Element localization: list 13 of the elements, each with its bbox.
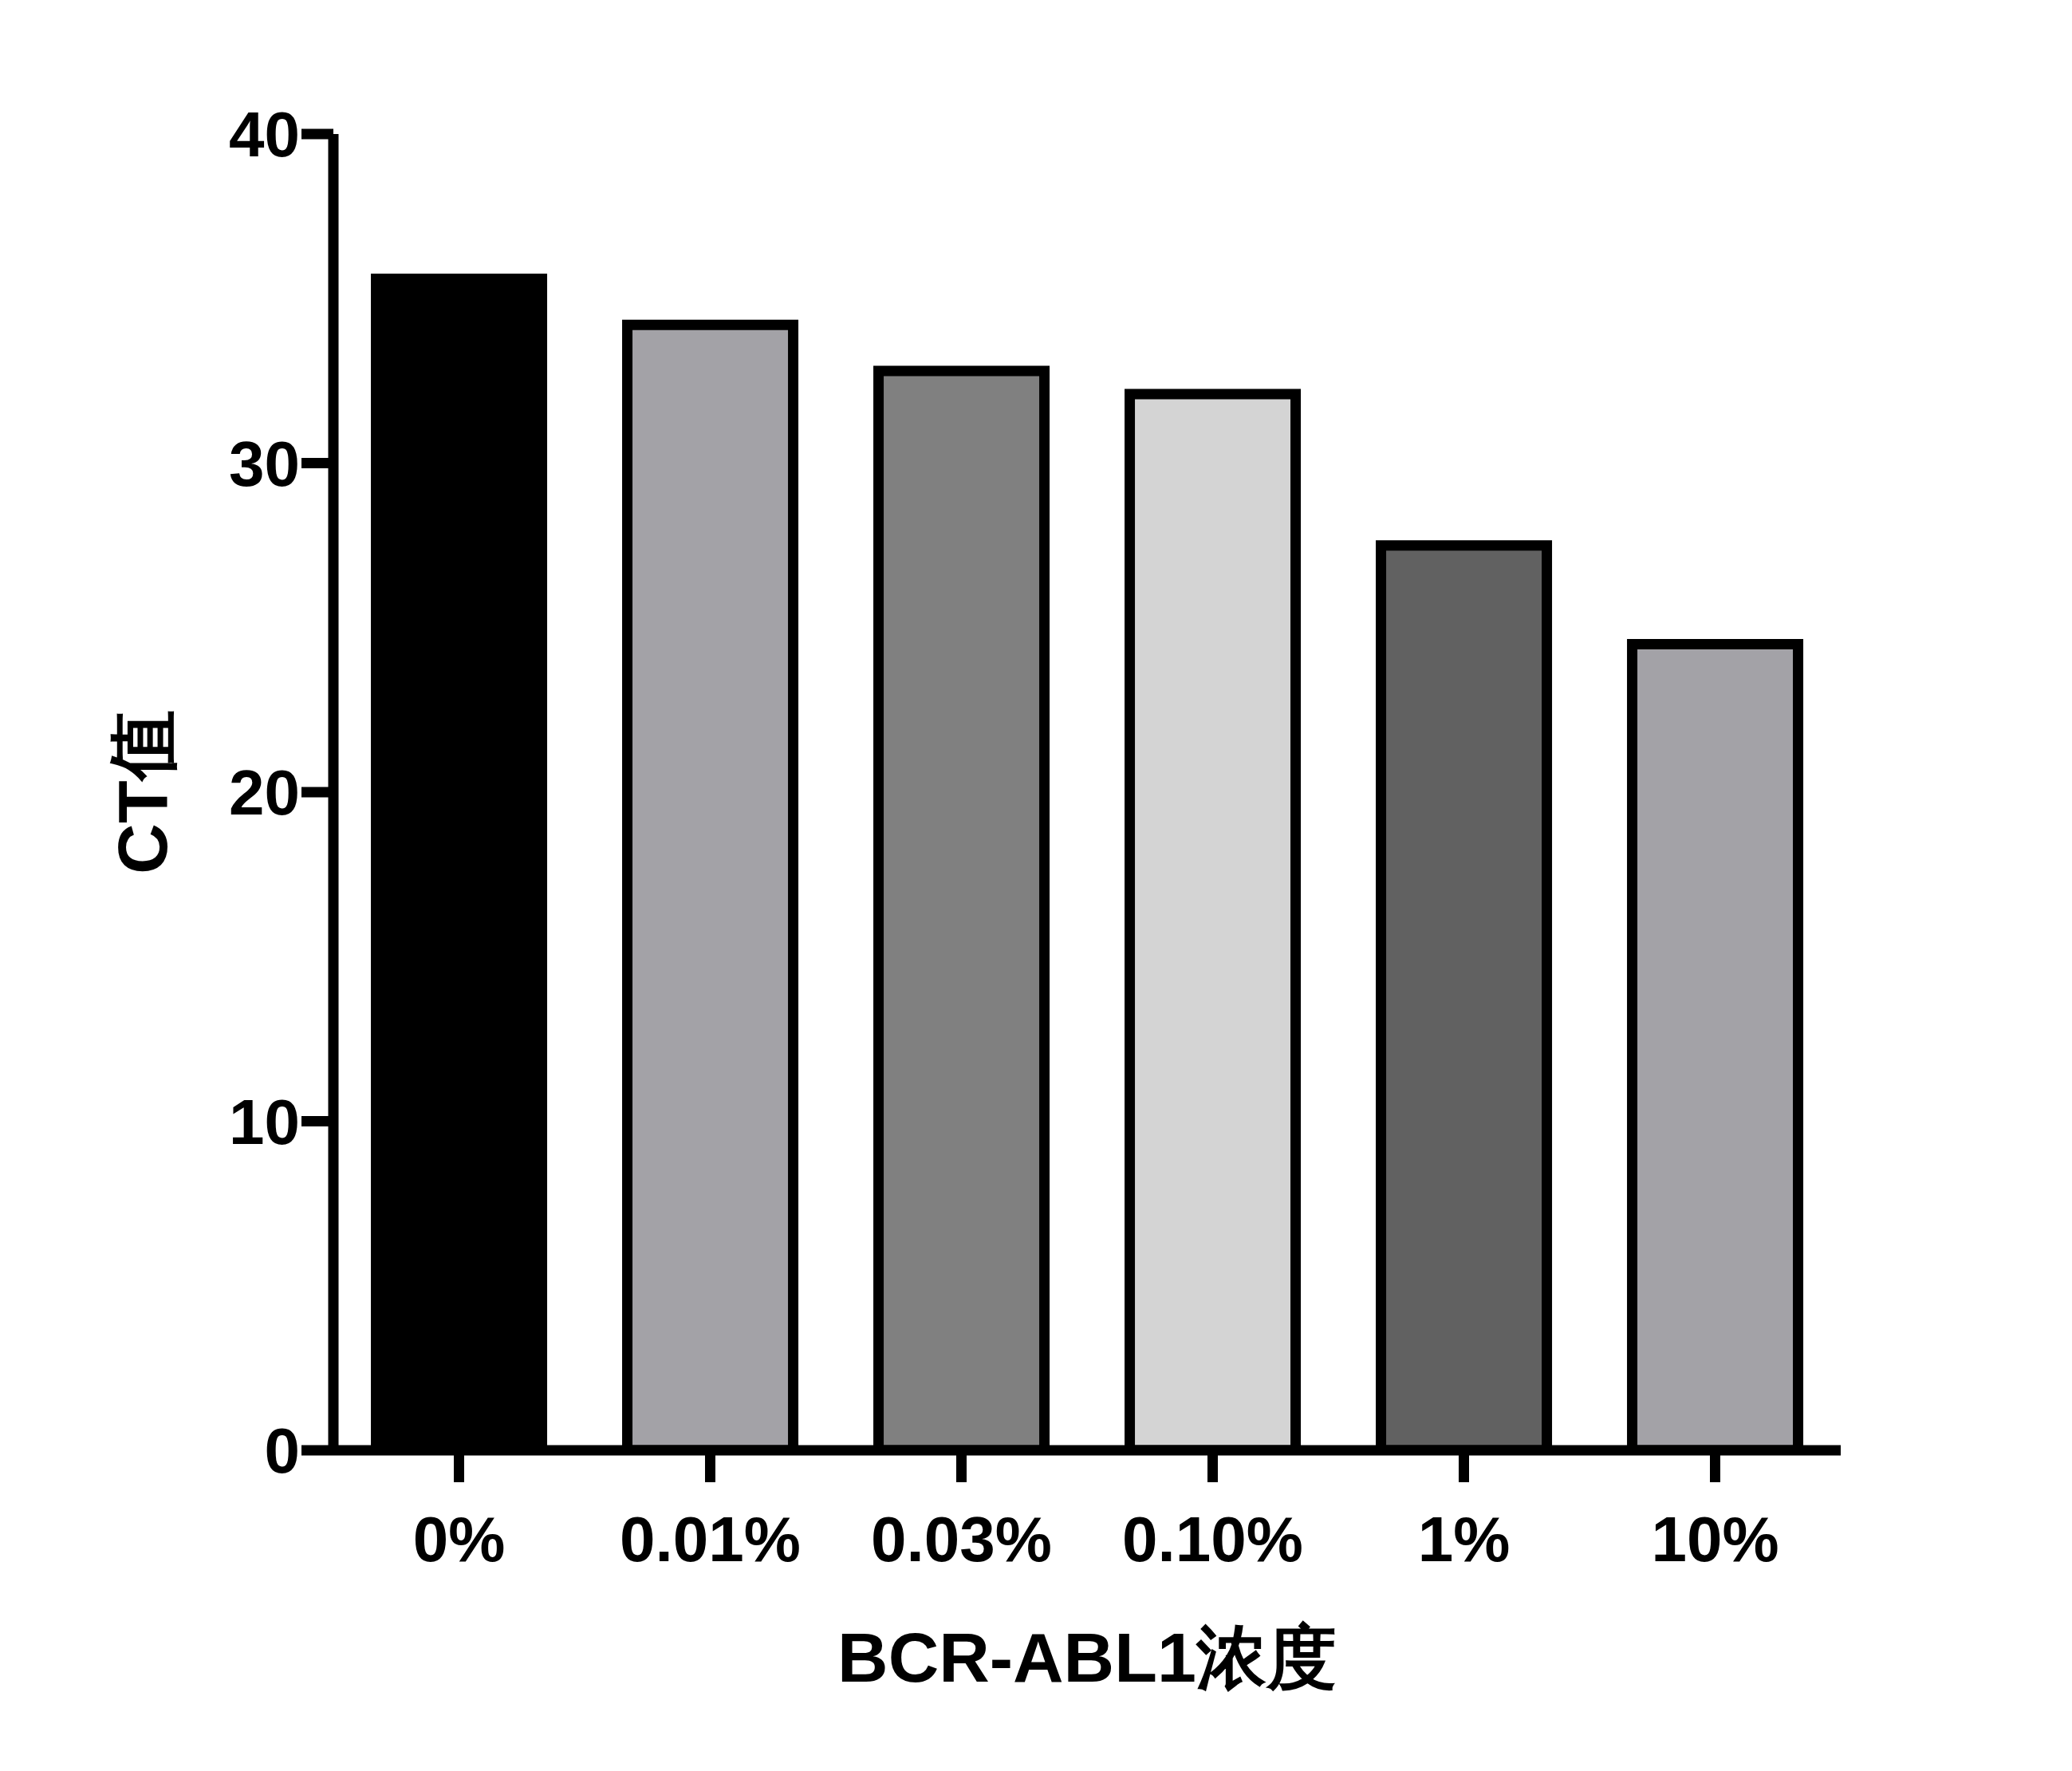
y-tick-label: 40	[229, 99, 300, 171]
y-tick-label: 20	[229, 757, 300, 829]
x-tick-label: 0.01%	[620, 1503, 801, 1575]
x-tick-label: 0.03%	[871, 1503, 1052, 1575]
x-axis-title: BCR-ABL1浓度	[837, 1618, 1337, 1697]
y-tick-label: 0	[264, 1415, 300, 1487]
x-tick-label: 10%	[1651, 1503, 1779, 1575]
y-tick-label: 30	[229, 428, 300, 499]
x-tick-label: 1%	[1417, 1503, 1511, 1575]
y-tick-label: 10	[229, 1086, 300, 1158]
x-tick-label: 0%	[412, 1503, 506, 1575]
y-axis-title: CT值	[103, 710, 183, 874]
x-tick-label: 0.10%	[1122, 1503, 1303, 1575]
